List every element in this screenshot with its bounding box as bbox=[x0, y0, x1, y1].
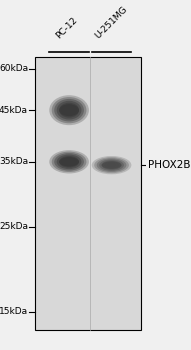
Text: 15kDa: 15kDa bbox=[0, 307, 28, 316]
Text: 35kDa: 35kDa bbox=[0, 157, 28, 166]
Ellipse shape bbox=[67, 108, 72, 112]
Text: 45kDa: 45kDa bbox=[0, 106, 28, 115]
Ellipse shape bbox=[57, 155, 82, 169]
Ellipse shape bbox=[92, 156, 131, 174]
Ellipse shape bbox=[109, 164, 114, 166]
Ellipse shape bbox=[49, 95, 89, 125]
Ellipse shape bbox=[54, 99, 84, 121]
Ellipse shape bbox=[102, 161, 121, 169]
Ellipse shape bbox=[59, 157, 79, 167]
Ellipse shape bbox=[62, 158, 77, 166]
Ellipse shape bbox=[49, 150, 89, 174]
Ellipse shape bbox=[57, 101, 82, 120]
Ellipse shape bbox=[107, 163, 117, 167]
Text: 60kDa: 60kDa bbox=[0, 64, 28, 73]
Ellipse shape bbox=[59, 103, 79, 118]
FancyBboxPatch shape bbox=[35, 57, 141, 330]
Ellipse shape bbox=[62, 105, 77, 116]
Ellipse shape bbox=[67, 160, 72, 163]
Text: 25kDa: 25kDa bbox=[0, 222, 28, 231]
Ellipse shape bbox=[59, 156, 79, 168]
Ellipse shape bbox=[64, 106, 74, 114]
Ellipse shape bbox=[59, 104, 79, 116]
Ellipse shape bbox=[54, 153, 84, 170]
Ellipse shape bbox=[52, 152, 87, 172]
Ellipse shape bbox=[99, 159, 124, 171]
Ellipse shape bbox=[102, 161, 121, 170]
Ellipse shape bbox=[104, 162, 119, 169]
Ellipse shape bbox=[94, 157, 129, 173]
Ellipse shape bbox=[64, 159, 74, 165]
Ellipse shape bbox=[97, 158, 126, 172]
Ellipse shape bbox=[52, 97, 87, 123]
Text: PC-12: PC-12 bbox=[54, 15, 79, 40]
Text: PHOX2B: PHOX2B bbox=[148, 160, 191, 170]
Text: U-251MG: U-251MG bbox=[93, 5, 129, 40]
